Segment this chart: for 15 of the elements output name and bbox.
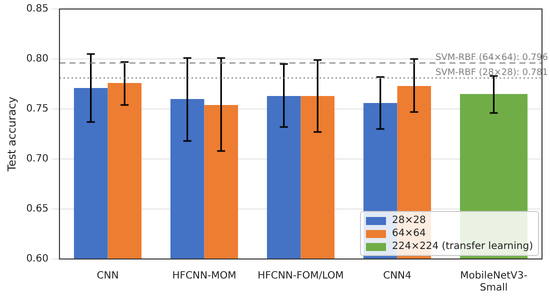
y-tick-label: 0.60 bbox=[26, 254, 48, 265]
legend-label: 224×224 (transfer learning) bbox=[392, 241, 534, 252]
x-tick-label: CNN4 bbox=[383, 270, 412, 282]
y-tick-label: 0.65 bbox=[26, 204, 48, 215]
x-tick-label: MobileNetV3- Small bbox=[460, 270, 528, 294]
x-tick-label: CNN bbox=[96, 270, 119, 282]
x-tick-label: HFCNN-MOM bbox=[172, 270, 236, 282]
y-tick-label: 0.80 bbox=[26, 54, 48, 65]
y-tick-label: 0.85 bbox=[26, 4, 48, 15]
x-tick-label: HFCNN-FOM/LOM bbox=[258, 270, 344, 282]
y-tick-label: 0.70 bbox=[26, 154, 48, 165]
y-axis-title: Test accuracy bbox=[5, 96, 18, 172]
y-tick-label: 0.75 bbox=[26, 104, 48, 115]
legend-label: 64×64 bbox=[392, 228, 426, 239]
legend-label: 28×28 bbox=[392, 215, 426, 226]
